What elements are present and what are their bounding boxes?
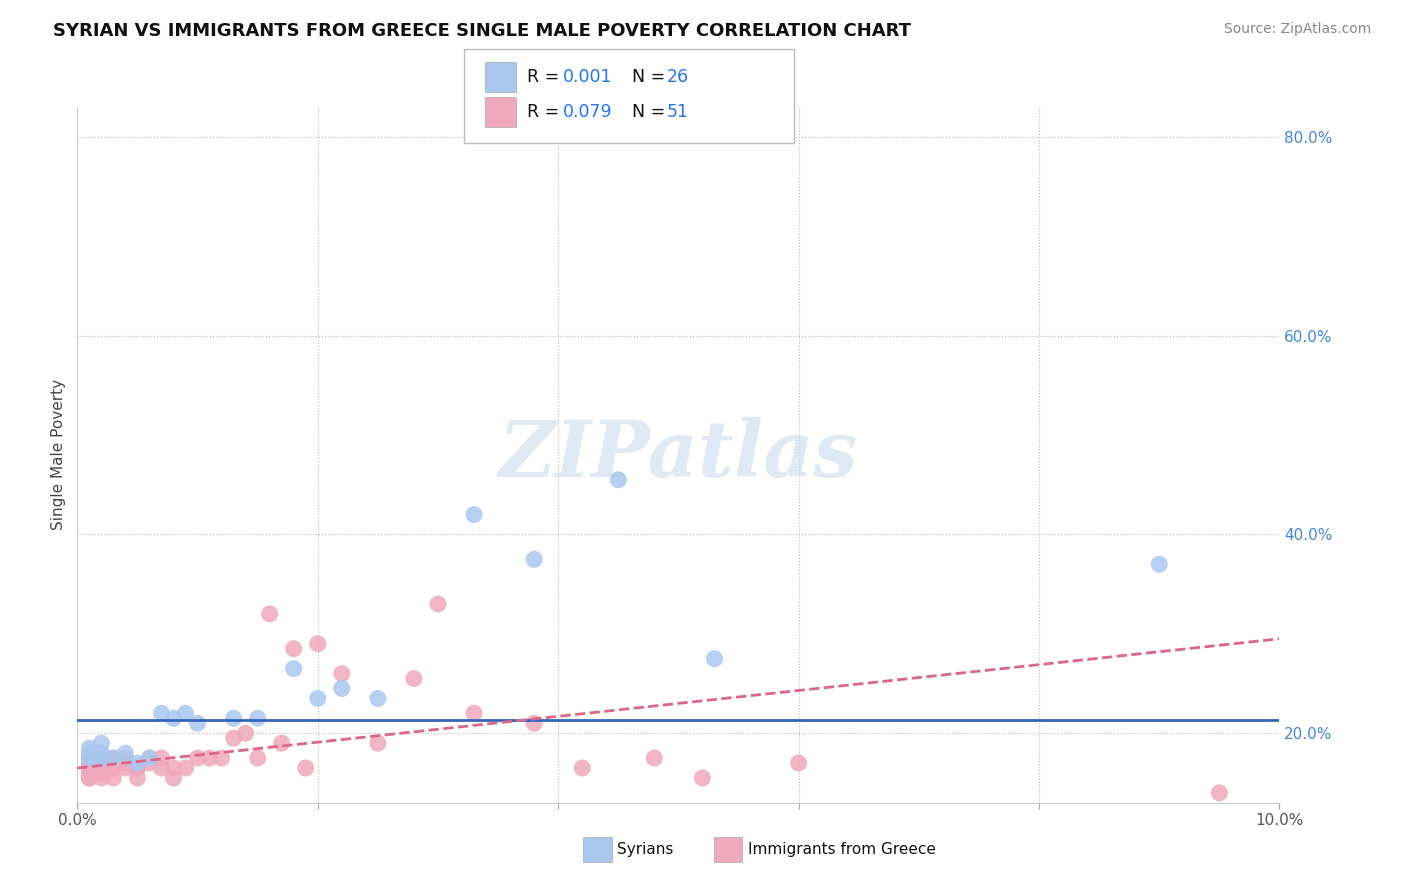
Point: [138, 756, 160, 770]
Point: [150, 706, 173, 721]
Point: [174, 706, 197, 721]
Text: Immigrants from Greece: Immigrants from Greece: [748, 842, 936, 856]
Point: [259, 607, 281, 621]
Text: N =: N =: [621, 68, 671, 87]
Point: [1149, 558, 1171, 572]
Point: [198, 751, 221, 765]
Point: [114, 761, 136, 775]
Point: [79, 756, 101, 770]
Point: [79, 771, 101, 785]
Point: [174, 761, 197, 775]
Point: [222, 731, 245, 746]
Text: ZIPatlas: ZIPatlas: [499, 417, 858, 493]
Point: [367, 736, 389, 750]
Point: [90, 766, 112, 780]
Text: 0.079: 0.079: [562, 103, 612, 121]
Point: [523, 716, 546, 731]
Point: [330, 681, 353, 696]
Point: [643, 751, 665, 765]
Y-axis label: Single Male Poverty: Single Male Poverty: [51, 379, 66, 531]
Point: [703, 651, 725, 665]
Point: [246, 751, 269, 765]
Point: [127, 771, 149, 785]
Point: [127, 761, 149, 775]
Point: [138, 751, 160, 765]
Text: Syrians: Syrians: [617, 842, 673, 856]
Point: [90, 751, 112, 765]
Point: [463, 508, 485, 522]
Point: [283, 641, 305, 656]
Point: [692, 771, 714, 785]
Point: [79, 766, 101, 780]
Point: [162, 711, 184, 725]
Point: [186, 716, 209, 731]
Point: [1232, 825, 1254, 839]
Point: [463, 706, 485, 721]
Point: [103, 761, 125, 775]
Point: [162, 771, 184, 785]
Point: [90, 756, 112, 770]
Point: [114, 756, 136, 770]
Text: R =: R =: [527, 103, 565, 121]
Point: [330, 666, 353, 681]
Point: [103, 756, 125, 770]
Point: [79, 761, 101, 775]
Point: [79, 746, 101, 760]
Point: [367, 691, 389, 706]
Point: [1208, 786, 1230, 800]
Point: [523, 552, 546, 566]
Point: [79, 751, 101, 765]
Point: [283, 662, 305, 676]
Point: [307, 637, 329, 651]
Point: [427, 597, 450, 611]
Point: [90, 746, 112, 760]
Point: [79, 751, 101, 765]
Point: [90, 736, 112, 750]
Point: [103, 771, 125, 785]
Point: [787, 756, 810, 770]
Point: [90, 751, 112, 765]
Text: N =: N =: [621, 103, 671, 121]
Text: SYRIAN VS IMMIGRANTS FROM GREECE SINGLE MALE POVERTY CORRELATION CHART: SYRIAN VS IMMIGRANTS FROM GREECE SINGLE …: [53, 22, 911, 40]
Point: [150, 761, 173, 775]
Point: [402, 672, 425, 686]
Point: [127, 761, 149, 775]
Point: [294, 761, 316, 775]
Point: [79, 741, 101, 756]
Point: [114, 746, 136, 760]
Point: [90, 761, 112, 775]
Point: [162, 761, 184, 775]
Text: R =: R =: [527, 68, 565, 87]
Point: [571, 761, 593, 775]
Text: Source: ZipAtlas.com: Source: ZipAtlas.com: [1223, 22, 1371, 37]
Point: [79, 771, 101, 785]
Point: [114, 751, 136, 765]
Point: [79, 761, 101, 775]
Point: [103, 751, 125, 765]
Point: [186, 751, 209, 765]
Point: [127, 756, 149, 770]
Point: [222, 711, 245, 725]
Point: [246, 711, 269, 725]
Point: [307, 691, 329, 706]
Point: [211, 751, 233, 765]
Text: 0.001: 0.001: [562, 68, 612, 87]
Point: [607, 473, 630, 487]
Point: [235, 726, 257, 740]
Point: [150, 751, 173, 765]
Text: 26: 26: [666, 68, 689, 87]
Text: 51: 51: [666, 103, 689, 121]
Point: [103, 751, 125, 765]
Point: [90, 771, 112, 785]
Point: [270, 736, 292, 750]
Point: [138, 751, 160, 765]
